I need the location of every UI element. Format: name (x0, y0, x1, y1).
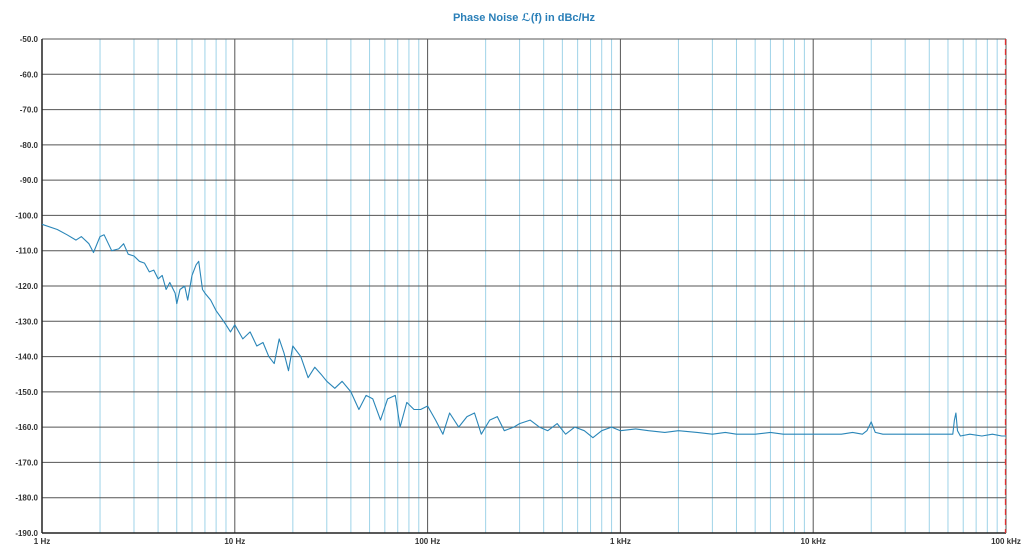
y-tick-label: -120.0 (15, 282, 38, 291)
x-tick-label: 1 Hz (34, 537, 50, 546)
y-tick-label: -140.0 (15, 353, 38, 362)
tick-labels: -50.0 -60.0 -70.0 -80.0 -90.0 -100.0 -110.0 -12… (15, 35, 1021, 546)
x-tick-label: 10 kHz (801, 537, 826, 546)
series-line (41, 223, 1006, 439)
chart-title: Phase Noise ℒ(f) in dBc/Hz (453, 12, 596, 24)
y-tick-label: -60.0 (20, 70, 39, 79)
y-tick-label: -190.0 (15, 529, 38, 538)
axes (41, 39, 1007, 534)
y-tick-label: -70.0 (20, 106, 39, 115)
y-tick-label: -150.0 (15, 388, 38, 397)
y-tick-label: -130.0 (15, 317, 38, 326)
y-tick-label: -170.0 (15, 458, 38, 467)
grid (41, 38, 1007, 534)
series-layer (41, 223, 1006, 439)
y-tick-label: -80.0 (20, 141, 39, 150)
x-tick-label: 100 Hz (415, 537, 440, 546)
x-tick-label: 1 kHz (610, 537, 631, 546)
x-tick-label: 10 Hz (224, 537, 245, 546)
x-tick-label: 100 kHz (991, 537, 1021, 546)
y-tick-label: -90.0 (20, 176, 39, 185)
y-tick-label: -160.0 (15, 423, 38, 432)
y-tick-label: -110.0 (16, 247, 39, 256)
y-tick-label: -50.0 (20, 35, 39, 44)
y-tick-label: -180.0 (15, 494, 38, 503)
y-tick-label: -100.0 (15, 211, 38, 220)
